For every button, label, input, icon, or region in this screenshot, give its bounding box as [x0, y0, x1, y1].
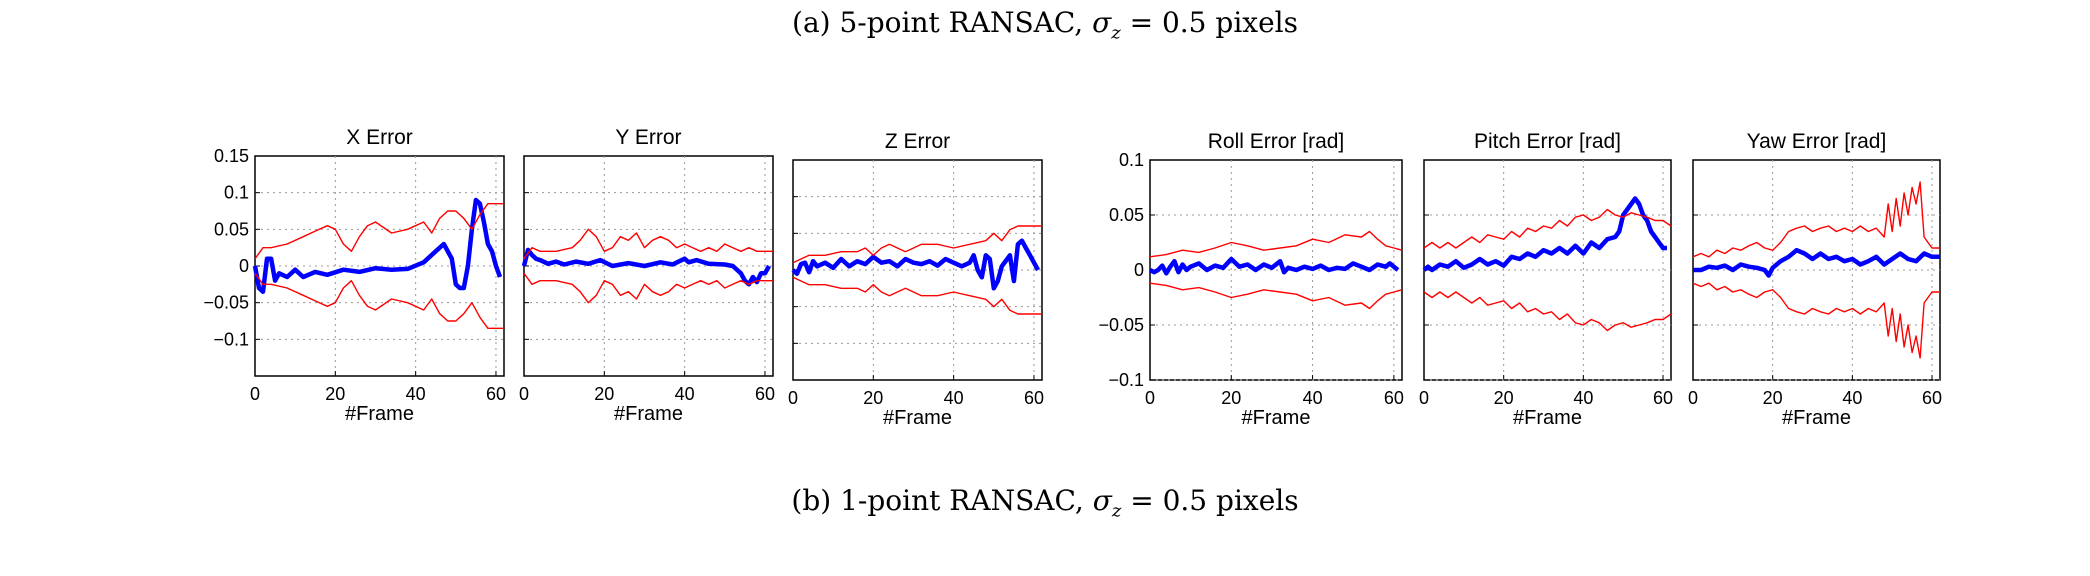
- x-tick-label: 20: [863, 388, 883, 408]
- x-tick-label: 40: [406, 384, 426, 404]
- x-tick-label: 60: [1922, 388, 1942, 408]
- series-mean-line: [521, 247, 771, 287]
- series-upper-line: [254, 202, 504, 260]
- x-axis-label: #Frame: [1513, 407, 1582, 429]
- chart-panel-3: 0 20 40 60 0.1 0.05 0 −0.05 −0.1 Roll Error [rad]…: [1098, 130, 1403, 429]
- x-tick-label: 20: [1494, 388, 1514, 408]
- series-mean-line: [252, 197, 503, 294]
- x-tick-label: 60: [755, 384, 775, 404]
- y-tick-label: −0.05: [203, 293, 249, 313]
- x-tick-label: 40: [944, 388, 964, 408]
- series-lower-line: [254, 272, 504, 329]
- x-tick-label: 60: [1653, 388, 1673, 408]
- caption-top-sigma: σz: [1092, 6, 1121, 44]
- x-tick-label: 20: [1763, 388, 1783, 408]
- chart-title: Pitch Error [rad]: [1474, 130, 1621, 153]
- x-tick-label: 0: [1419, 388, 1429, 408]
- x-axis-label: #Frame: [1782, 407, 1851, 429]
- chart-title: Yaw Error [rad]: [1747, 130, 1887, 153]
- caption-bottom: (b) 1-point RANSAC, σz = 0.5 pixels: [791, 484, 1299, 522]
- series-mean-line: [1693, 247, 1940, 278]
- x-tick-label: 60: [1384, 388, 1404, 408]
- series-lower-line: [792, 276, 1042, 315]
- series-upper-line: [792, 225, 1042, 264]
- series-upper-line: [1692, 181, 1940, 258]
- series-mean-line: [791, 238, 1040, 291]
- y-tick-label: −0.05: [1098, 315, 1144, 335]
- y-tick-label: 0: [239, 256, 249, 276]
- x-tick-label: 0: [519, 384, 529, 404]
- y-tick-label: 0.05: [214, 219, 249, 239]
- x-tick-label: 40: [675, 384, 695, 404]
- y-tick-label: −0.1: [213, 329, 249, 349]
- series-lower-line: [1423, 291, 1672, 332]
- x-tick-label: 60: [1024, 388, 1044, 408]
- x-tick-label: 40: [1842, 388, 1862, 408]
- x-tick-label: 0: [1688, 388, 1698, 408]
- chart-panel-1: 0 20 40 60 Y Error #Frame: [519, 126, 775, 425]
- chart-title: X Error: [346, 126, 413, 149]
- chart-panel-4: 0 20 40 60 Pitch Error [rad] #Frame: [1419, 130, 1673, 429]
- series-lower-line: [1149, 282, 1403, 310]
- chart-title: Roll Error [rad]: [1208, 130, 1345, 153]
- chart-title: Y Error: [615, 126, 681, 149]
- x-axis-label: #Frame: [883, 407, 952, 429]
- x-tick-label: 40: [1303, 388, 1323, 408]
- caption-bottom-sigma: σz: [1092, 484, 1122, 522]
- y-tick-label: 0: [1134, 260, 1144, 280]
- plot-frame: [254, 155, 505, 377]
- chart-title: Z Error: [885, 130, 950, 153]
- x-tick-label: 20: [594, 384, 614, 404]
- x-axis-label: #Frame: [1242, 407, 1311, 429]
- series-upper-line: [1149, 230, 1403, 258]
- x-tick-label: 0: [250, 384, 260, 404]
- x-axis-label: #Frame: [614, 403, 683, 425]
- series-mean-line: [1148, 256, 1400, 276]
- x-tick-label: 20: [325, 384, 345, 404]
- x-tick-label: 20: [1221, 388, 1241, 408]
- caption-top: (a) 5-point RANSAC, σz = 0.5 pixels: [792, 6, 1298, 44]
- series-lower-line: [523, 272, 773, 304]
- chart-panel-5: 0 20 40 60 Yaw Error [rad] #Frame: [1688, 130, 1942, 429]
- x-tick-label: 0: [788, 388, 798, 408]
- chart-panel-0: 0 20 40 60 0.15 0.1 0.05 0 −0.05 −0.1 X Error #Fram…: [203, 126, 506, 425]
- y-tick-label: 0.1: [224, 183, 249, 203]
- series-mean-line: [1422, 196, 1667, 273]
- y-tick-label: 0.15: [214, 146, 249, 166]
- series-upper-line: [1423, 208, 1672, 249]
- series-upper-line: [523, 228, 773, 260]
- x-axis-label: #Frame: [345, 403, 414, 425]
- y-tick-label: 0.05: [1109, 205, 1144, 225]
- y-tick-label: −0.1: [1108, 370, 1144, 390]
- y-tick-label: 0.1: [1119, 150, 1144, 170]
- series-lower-line: [1692, 282, 1940, 359]
- x-tick-label: 40: [1573, 388, 1593, 408]
- chart-panel-2: 0 20 40 60 Z Error #Frame: [788, 130, 1044, 429]
- x-tick-label: 0: [1145, 388, 1155, 408]
- x-tick-label: 60: [486, 384, 506, 404]
